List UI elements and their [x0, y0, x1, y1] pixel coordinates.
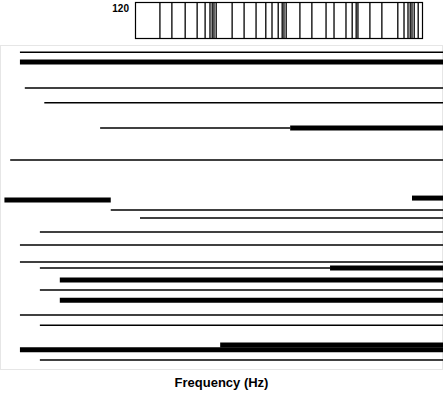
segment [44, 102, 443, 104]
segment [220, 342, 443, 347]
rug-line [243, 3, 244, 38]
segment [111, 209, 443, 211]
rug-line [356, 3, 357, 38]
segment [290, 125, 443, 130]
rug-line [325, 3, 326, 38]
segment [20, 347, 443, 352]
rug-line [311, 3, 312, 38]
rug-line [185, 3, 186, 38]
rug-line [231, 3, 232, 38]
rug-line [159, 3, 160, 38]
segment [4, 198, 110, 203]
segment [20, 51, 443, 53]
rug-line [299, 3, 300, 38]
segment [330, 265, 443, 270]
rug-line [352, 3, 353, 38]
rug-line [407, 3, 408, 38]
rug-line [283, 3, 284, 38]
rug-line [333, 3, 334, 38]
x-axis-label: Frequency (Hz) [175, 375, 269, 390]
segment [40, 231, 443, 233]
rug-line [411, 3, 412, 38]
segment [40, 324, 443, 326]
rug-line [397, 3, 398, 38]
segment [20, 314, 443, 316]
segment [100, 127, 290, 129]
rug-line [286, 3, 287, 38]
rug-line [216, 3, 217, 38]
rug-line [410, 3, 411, 38]
segment [20, 261, 443, 263]
rug-line [255, 3, 256, 38]
rug-line [414, 3, 415, 38]
segment [60, 277, 443, 282]
rug-line [171, 3, 172, 38]
rug-line [403, 3, 404, 38]
rug-line [204, 3, 205, 38]
rug-line [418, 3, 419, 38]
rug-line [345, 3, 346, 38]
rug-line [213, 3, 214, 38]
rug-line [196, 3, 197, 38]
chart-container: 120 Frequency (Hz) [0, 0, 443, 394]
rug-line [278, 3, 279, 38]
rug-line [357, 3, 358, 38]
chart-svg: 120 Frequency (Hz) [0, 0, 443, 394]
plot-frame [1, 46, 443, 370]
rug-line [212, 3, 213, 38]
segment [40, 289, 443, 291]
strip-frame [136, 3, 423, 39]
rug-line [282, 3, 283, 38]
strip [136, 3, 423, 39]
segment [20, 244, 443, 246]
segment [40, 359, 443, 361]
segments [4, 52, 443, 360]
segment [140, 217, 443, 219]
segment [40, 267, 330, 269]
segment [25, 87, 443, 89]
rug-line [265, 3, 266, 38]
rug-line [209, 3, 210, 38]
rug-line [369, 3, 370, 38]
segment [10, 159, 443, 161]
segment [20, 59, 443, 64]
segment [60, 298, 443, 303]
rug-line [271, 3, 272, 38]
rug-line [381, 3, 382, 38]
strip-label: 120 [112, 3, 129, 14]
segment [412, 196, 443, 201]
